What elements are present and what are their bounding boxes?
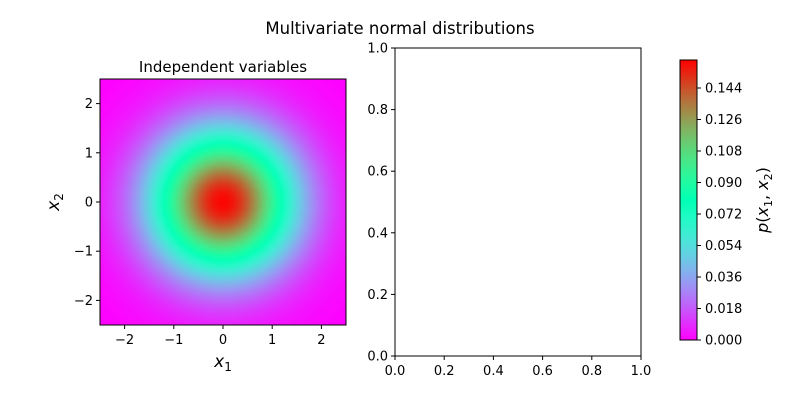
empty-axes-y-tick-label: 0.2 bbox=[367, 288, 388, 303]
colorbar-tick-label: 0.054 bbox=[705, 239, 742, 254]
colorbar-tick-label: 0.090 bbox=[705, 176, 742, 191]
heatmap-x-ticks: −2 −1 0 1 2 bbox=[115, 325, 326, 348]
figure-title: Multivariate normal distributions bbox=[265, 19, 534, 38]
heatmap-title: Independent variables bbox=[139, 58, 307, 76]
empty-axes-frame bbox=[394, 47, 642, 357]
heatmap-y-tick-label: 1 bbox=[85, 146, 93, 161]
empty-axes-x-tick-label: 1.0 bbox=[631, 364, 652, 379]
heatmap-x-tick-label: −1 bbox=[164, 333, 183, 348]
heatmap-panel: Independent variables −2 −1 0 1 2 −2 −1 0 1 2 x1… bbox=[44, 58, 347, 374]
empty-axes-y-tick-label: 0.0 bbox=[367, 350, 388, 365]
empty-axes-x-tick-label: 0.4 bbox=[483, 364, 504, 379]
colorbar: 0.000 0.018 0.036 0.054 0.072 0.090 0.108 0.126… bbox=[679, 59, 775, 349]
colorbar-tick-label: 0.126 bbox=[705, 113, 742, 128]
empty-axes-x-tick-label: 0.2 bbox=[434, 364, 455, 379]
colorbar-tick-label: 0.000 bbox=[705, 334, 742, 349]
colorbar-label: p(x1, x2) bbox=[753, 167, 775, 234]
heatmap-x-tick-label: 1 bbox=[268, 333, 276, 348]
density-heatmap bbox=[100, 79, 346, 325]
heatmap-x-tick-label: 2 bbox=[317, 333, 325, 348]
colorbar-gradient bbox=[679, 59, 698, 341]
empty-axes-x-tick-label: 0.0 bbox=[385, 364, 406, 379]
empty-axes-x-ticks: 0.0 0.2 0.4 0.6 0.8 1.0 bbox=[385, 356, 652, 379]
empty-axes-y-tick-label: 0.6 bbox=[367, 165, 388, 180]
heatmap-x-tick-label: −2 bbox=[115, 333, 134, 348]
empty-axes-y-tick-label: 1.0 bbox=[367, 42, 388, 57]
empty-axes-panel: 0.0 0.2 0.4 0.6 0.8 1.0 0.0 0.2 0.4 0.6 0.8 1.0 bbox=[367, 42, 651, 380]
heatmap-y-tick-label: −2 bbox=[74, 294, 93, 309]
empty-axes-x-tick-label: 0.6 bbox=[532, 364, 553, 379]
empty-axes-y-tick-label: 0.8 bbox=[367, 103, 388, 118]
heatmap-x-tick-label: 0 bbox=[219, 333, 227, 348]
heatmap-y-tick-label: −1 bbox=[74, 245, 93, 260]
empty-axes-x-tick-label: 0.8 bbox=[581, 364, 602, 379]
heatmap-y-tick-label: 0 bbox=[85, 196, 93, 211]
colorbar-tick-label: 0.108 bbox=[705, 145, 742, 160]
colorbar-tick-label: 0.144 bbox=[705, 82, 742, 97]
colorbar-ticks: 0.000 0.018 0.036 0.054 0.072 0.090 0.108 0.126… bbox=[697, 82, 742, 349]
colorbar-tick-label: 0.072 bbox=[705, 208, 742, 223]
empty-axes-y-ticks: 0.0 0.2 0.4 0.6 0.8 1.0 bbox=[367, 42, 395, 365]
heatmap-y-tick-label: 2 bbox=[85, 97, 93, 112]
colorbar-tick-label: 0.018 bbox=[705, 302, 742, 317]
heatmap-y-label: x2 bbox=[44, 193, 66, 212]
empty-axes-y-tick-label: 0.4 bbox=[367, 226, 388, 241]
heatmap-y-ticks: −2 −1 0 1 2 bbox=[74, 97, 100, 309]
colorbar-tick-label: 0.036 bbox=[705, 271, 742, 286]
heatmap-x-label: x1 bbox=[213, 352, 232, 374]
